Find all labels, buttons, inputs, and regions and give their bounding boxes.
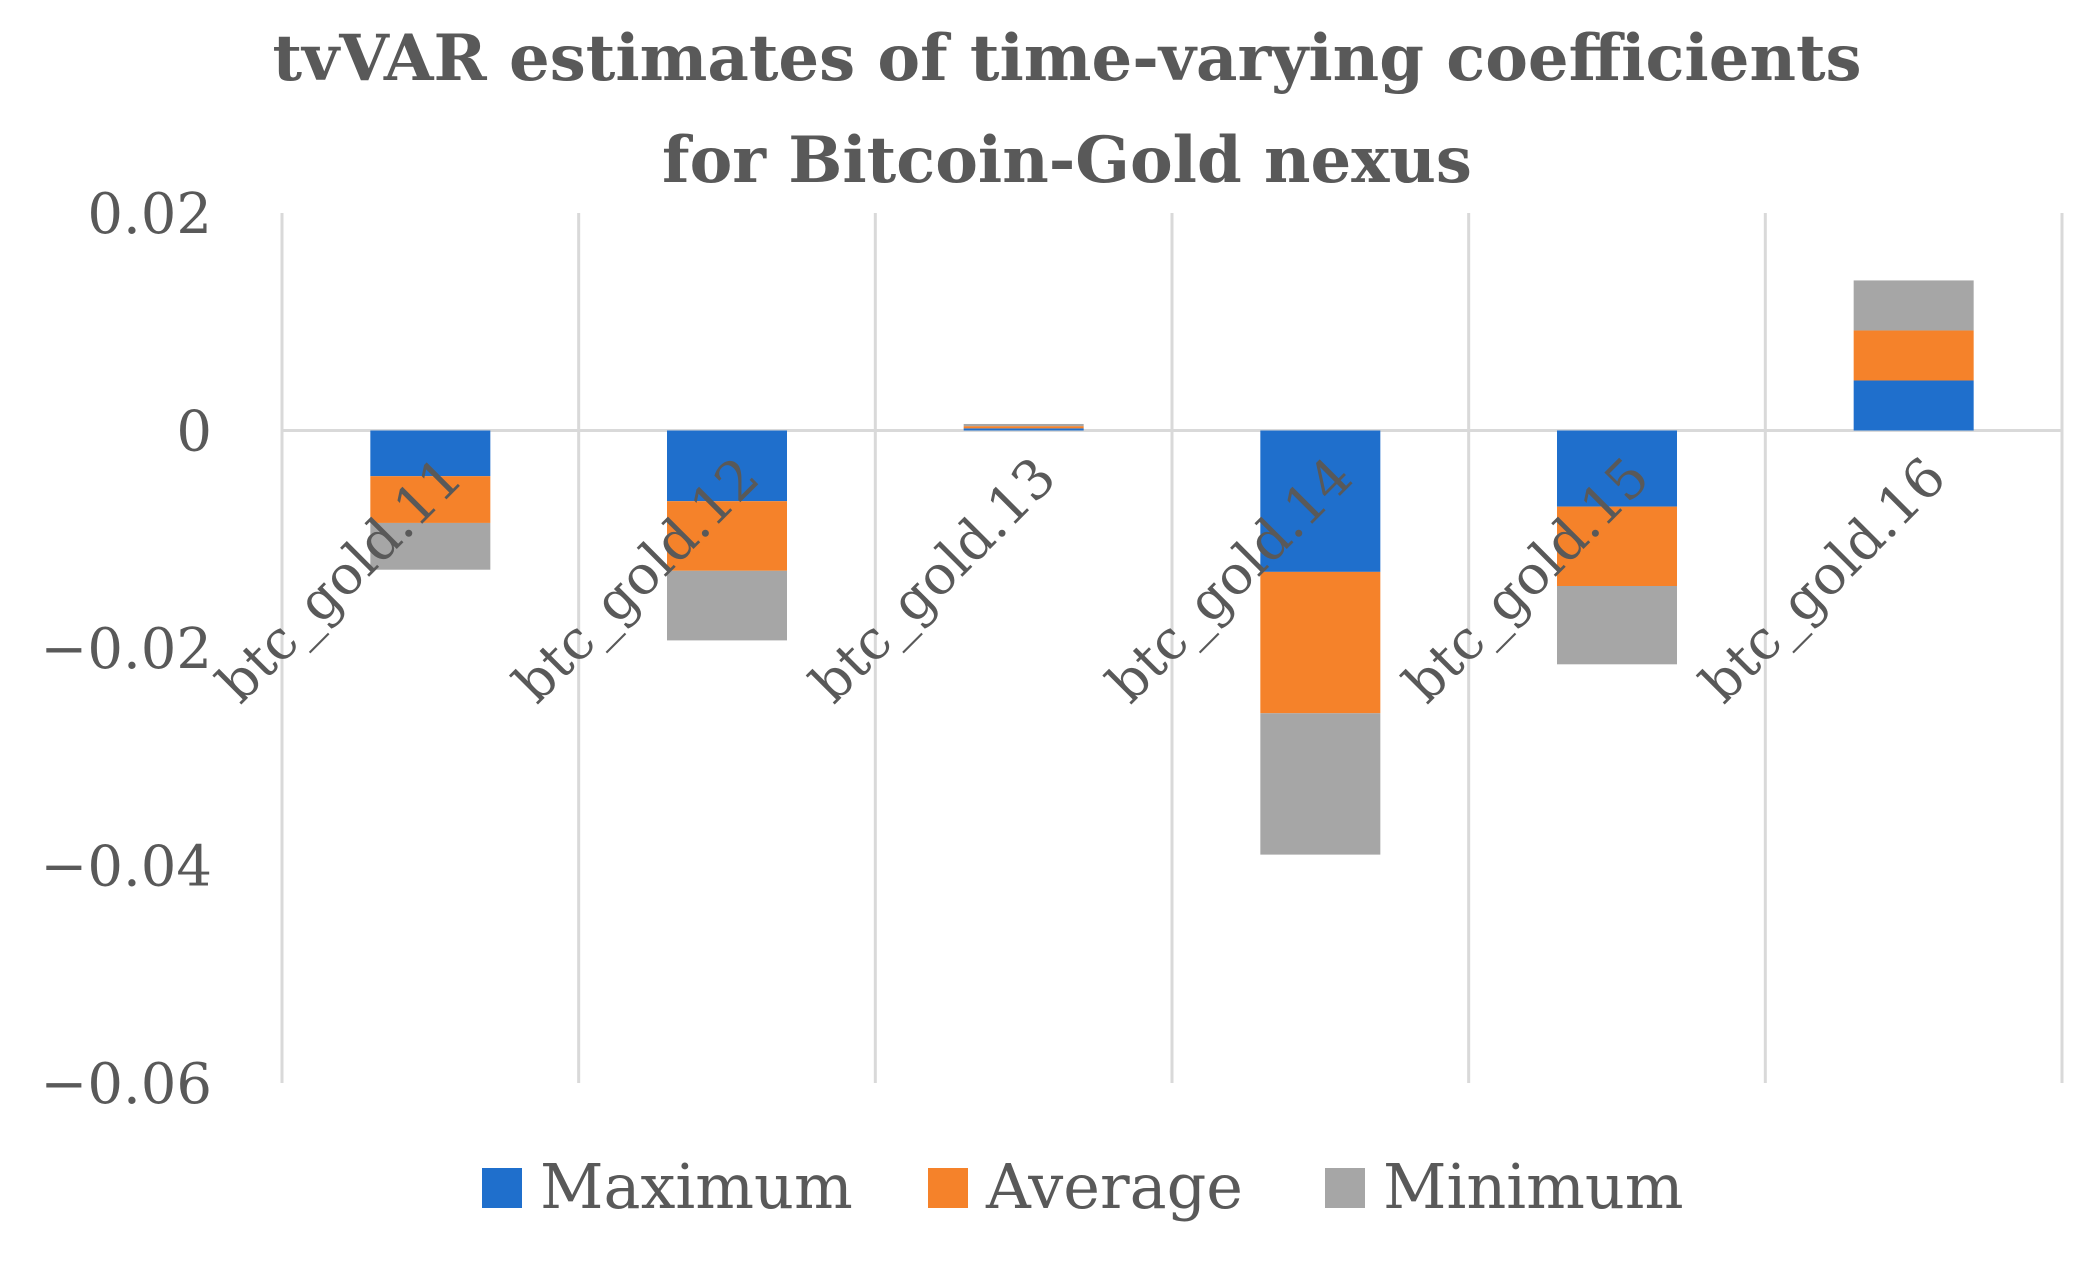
y-tick-label: −0.02 bbox=[40, 617, 212, 682]
chart-title-line-2: for Bitcoin-Gold nexus bbox=[662, 123, 1472, 198]
bar-maximum-5 bbox=[1557, 430, 1677, 507]
bar-minimum-4 bbox=[1260, 713, 1381, 855]
y-tick-label: −0.04 bbox=[40, 835, 212, 900]
legend-label-average: Average bbox=[985, 1150, 1243, 1223]
bar-maximum-3 bbox=[963, 428, 1084, 431]
bar-maximum-1 bbox=[370, 430, 491, 477]
y-tick-label: −0.06 bbox=[40, 1052, 212, 1117]
y-tick-label: 0 bbox=[176, 400, 212, 465]
bar-maximum-4 bbox=[1260, 430, 1381, 572]
legend-label-minimum: Minimum bbox=[1383, 1150, 1684, 1223]
y-tick-label: 0.02 bbox=[87, 182, 212, 247]
legend: Maximum Average Minimum bbox=[482, 1150, 1684, 1223]
legend-label-maximum: Maximum bbox=[540, 1150, 853, 1223]
category-label: btc_gold.13 bbox=[798, 445, 1068, 715]
plot-area: 0.02 0 −0.02 −0.04 −0.06 btc_gold.11 btc_gold.… bbox=[40, 182, 2064, 1117]
legend-swatch-minimum bbox=[1325, 1168, 1365, 1208]
chart-title-line-1: tvVAR estimates of time-varying coeffici… bbox=[272, 21, 1861, 96]
category-label: btc_gold.11 bbox=[205, 445, 475, 715]
bar-minimum-3 bbox=[963, 423, 1084, 427]
bar-average-3 bbox=[963, 426, 1084, 429]
bar-average-2 bbox=[667, 501, 787, 571]
bar-minimum-1 bbox=[370, 522, 491, 570]
bar-maximum-2 bbox=[667, 430, 787, 502]
bar-average-1 bbox=[370, 476, 491, 523]
bar-minimum-5 bbox=[1557, 586, 1677, 665]
bar-average-6 bbox=[1853, 330, 1974, 381]
legend-swatch-maximum bbox=[482, 1168, 522, 1208]
legend-swatch-average bbox=[928, 1168, 968, 1208]
bar-minimum-2 bbox=[667, 570, 787, 641]
category-label: btc_gold.16 bbox=[1688, 445, 1958, 715]
bar-maximum-6 bbox=[1853, 380, 1974, 431]
bar-average-4 bbox=[1260, 571, 1381, 714]
bar-average-5 bbox=[1557, 506, 1677, 587]
bar-minimum-6 bbox=[1853, 280, 1974, 331]
